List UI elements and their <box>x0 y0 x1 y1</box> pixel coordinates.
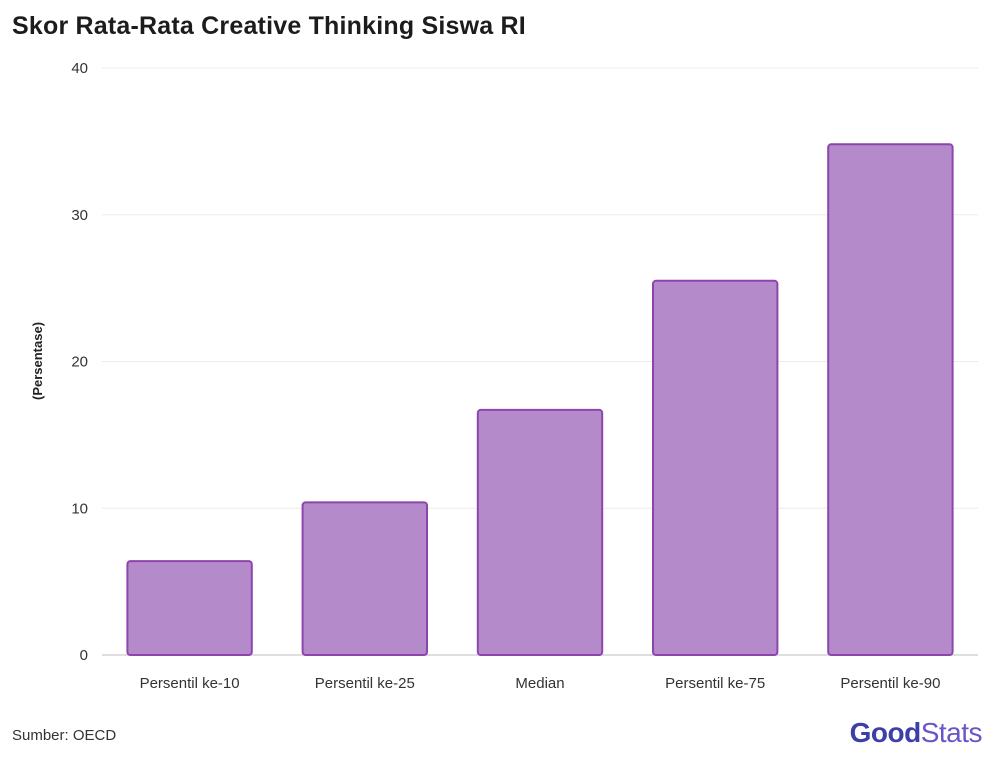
bar-2 <box>301 501 428 656</box>
y-tick-label: 30 <box>71 207 88 224</box>
y-axis-ticks: 0 10 20 30 40 <box>71 60 88 664</box>
y-tick-label: 40 <box>71 60 88 77</box>
y-tick-label: 0 <box>80 647 88 664</box>
x-tick-label: Persentil ke-75 <box>665 675 765 692</box>
goodstats-logo: GoodStats <box>849 717 983 749</box>
x-tick-label: Persentil ke-25 <box>315 675 415 692</box>
y-tick-label: 10 <box>71 500 88 517</box>
y-axis-label: (Persentase) <box>30 322 45 400</box>
bar-4 <box>652 279 779 656</box>
bar-3 <box>476 408 604 656</box>
x-tick-label: Persentil ke-90 <box>840 675 940 692</box>
bars <box>126 143 954 657</box>
y-tick-label: 20 <box>71 354 88 371</box>
logo-text-stats: Stats <box>920 717 983 748</box>
bar-5 <box>827 143 954 656</box>
bar-1 <box>126 560 253 657</box>
x-tick-label: Persentil ke-10 <box>140 675 240 692</box>
chart-title: Skor Rata-Rata Creative Thinking Siswa R… <box>12 12 526 40</box>
x-axis-labels: Persentil ke-10 Persentil ke-25 Median Pers… <box>140 675 941 692</box>
logo-text-good: Good <box>849 717 922 748</box>
x-tick-label: Median <box>515 675 564 692</box>
source-note: Sumber: OECD <box>12 727 117 744</box>
